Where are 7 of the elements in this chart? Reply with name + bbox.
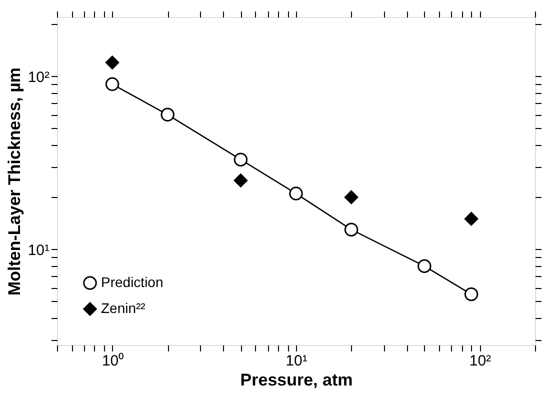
y-axis-title: Molten-Layer Thickness, µm	[4, 67, 24, 296]
x-tick-label: 10²	[469, 352, 492, 370]
legend-label: Prediction	[101, 274, 164, 290]
x-axis-title: Pressure, atm	[240, 370, 353, 390]
legend-label: Zenin²²	[101, 300, 146, 316]
x-tick-label: 10⁰	[102, 352, 124, 370]
x-tick-label: 10¹	[286, 352, 308, 370]
